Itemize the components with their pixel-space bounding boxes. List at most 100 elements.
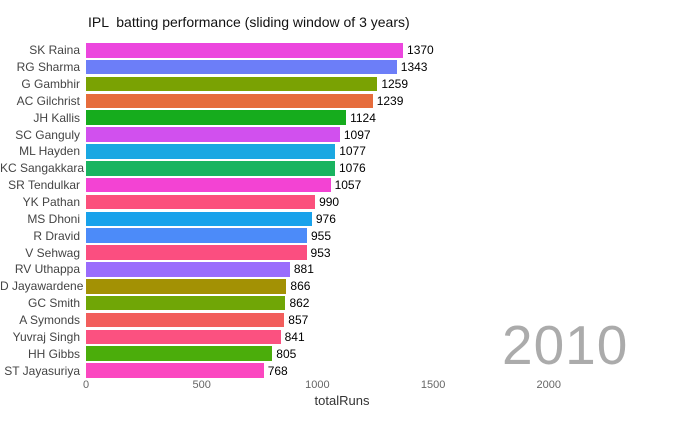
bar[interactable] — [86, 43, 404, 58]
player-name-label: ML Hayden — [19, 144, 80, 159]
bar-track: 866 — [86, 279, 700, 294]
player-name-label: A Symonds — [19, 313, 80, 328]
bar[interactable] — [86, 93, 373, 109]
bar-value-label: 953 — [310, 245, 331, 260]
bar-track: 1259 — [86, 76, 700, 92]
bar[interactable] — [86, 346, 273, 362]
player-name-label: JH Kallis — [33, 110, 80, 125]
bar-value-label: 1097 — [343, 127, 371, 142]
bar[interactable] — [86, 177, 331, 193]
bar-row: ML Hayden 1077 — [0, 144, 700, 159]
player-name-label: YK Pathan — [22, 195, 80, 210]
x-tick-label: 1500 — [420, 379, 446, 391]
bar[interactable] — [86, 194, 316, 210]
bar-track: 1343 — [86, 59, 700, 75]
player-name-label: SK Raina — [29, 43, 80, 58]
bar-track: 1239 — [86, 93, 700, 109]
bar-track: 857 — [86, 312, 700, 328]
player-name-label: RG Sharma — [16, 60, 80, 75]
year-annotation: 2010 — [502, 314, 629, 376]
bar-value-label: 1343 — [400, 60, 428, 75]
bar-row: R Dravid 955 — [0, 228, 700, 244]
bar[interactable] — [86, 59, 397, 75]
bar-row: RV Uthappa 881 — [0, 262, 700, 277]
bar[interactable] — [86, 279, 287, 294]
bar-track: 1076 — [86, 161, 700, 176]
bar-track: 881 — [86, 262, 700, 277]
bar[interactable] — [86, 211, 312, 227]
bar-track: 1077 — [86, 144, 700, 159]
x-axis-title: totalRuns — [314, 393, 370, 408]
bar-track: 1124 — [86, 110, 700, 126]
bar-track: 976 — [86, 211, 700, 227]
bar[interactable] — [86, 76, 378, 92]
bar-value-label: 1259 — [381, 77, 409, 92]
bar-row: SC Ganguly 1097 — [0, 127, 700, 142]
bar[interactable] — [86, 127, 340, 142]
player-name-label: KC Sangakkara — [0, 161, 85, 176]
bar[interactable] — [86, 110, 347, 126]
bar-row: SK Raina 1370 — [0, 43, 700, 58]
bar-row: V Sehwag 953 — [0, 245, 700, 260]
bar-row: AC Gilchrist 1239 — [0, 93, 700, 109]
bar-value-label: 1057 — [334, 178, 362, 193]
bar-value-label: 881 — [293, 262, 314, 277]
player-name-label: RV Uthappa — [14, 262, 80, 277]
player-name-label: D Jayawardene — [0, 279, 84, 294]
x-tick-label: 0 — [82, 379, 90, 391]
bar-value-label: 1077 — [339, 144, 366, 159]
bar-row: GC Smith 862 — [0, 295, 700, 311]
bar[interactable] — [86, 329, 281, 345]
player-name-label: HH Gibbs — [27, 346, 80, 361]
bar-value-label: 1370 — [407, 43, 434, 58]
player-name-label: V Sehwag — [25, 245, 80, 260]
bar-row: KC Sangakkara 1076 — [0, 161, 700, 176]
bar-row: ST Jayasuriya 768 — [0, 363, 700, 378]
x-tick-label: 1000 — [305, 379, 330, 391]
bar[interactable] — [86, 144, 336, 159]
player-name-label: Yuvraj Singh — [12, 329, 80, 344]
bar-track: 768 — [86, 363, 700, 378]
bar-track: 1057 — [86, 177, 700, 193]
bar[interactable] — [86, 262, 290, 277]
player-name-label: SC Ganguly — [15, 127, 80, 142]
bar-value-label: 976 — [315, 211, 336, 226]
bar[interactable] — [86, 363, 264, 378]
bar-value-label: 805 — [276, 346, 297, 361]
bar[interactable] — [86, 245, 307, 260]
bar[interactable] — [86, 295, 286, 311]
bar-row: JH Kallis 1124 — [0, 110, 700, 126]
bar-row: MS Dhoni 976 — [0, 211, 700, 227]
bar-track: 841 — [86, 329, 700, 345]
bar-track: 1370 — [86, 43, 700, 58]
x-axis-ticks: 0 500 1000 1500 2000 — [82, 379, 646, 393]
bar-track: 953 — [86, 245, 700, 260]
bar-track: 955 — [86, 228, 700, 244]
bar-row: SR Tendulkar 1057 — [0, 177, 700, 193]
player-name-label: R Dravid — [33, 228, 80, 243]
bar-value-label: 990 — [319, 195, 340, 210]
bar-value-label: 768 — [267, 363, 288, 378]
bar-row: Yuvraj Singh 841 — [0, 329, 700, 345]
player-name-label: AC Gilchrist — [16, 93, 80, 108]
player-name-label: MS Dhoni — [27, 211, 80, 226]
player-name-label: ST Jayasuriya — [4, 363, 80, 378]
bar[interactable] — [86, 161, 335, 176]
bar-value-label: 857 — [288, 313, 309, 328]
player-name-label: GC Smith — [27, 296, 80, 311]
bar-row: G Gambhir 1259 — [0, 76, 700, 92]
plot-area: SK Raina 1370 RG Sharma 1343 G Gambhir 1… — [0, 43, 700, 378]
bar-row: A Symonds 857 — [0, 312, 700, 328]
bar-value-label: 866 — [290, 279, 311, 294]
chart-title: IPL batting performance (sliding window … — [88, 14, 410, 30]
bar-row: RG Sharma 1343 — [0, 59, 700, 75]
bar-value-label: 862 — [289, 296, 310, 311]
x-tick-label: 500 — [192, 379, 211, 391]
bar-row: HH Gibbs 805 — [0, 346, 700, 362]
bar[interactable] — [86, 312, 285, 328]
bar-value-label: 841 — [284, 329, 305, 344]
bar-value-label: 955 — [310, 228, 332, 243]
bar-value-label: 1239 — [376, 93, 404, 108]
bar[interactable] — [86, 228, 307, 244]
